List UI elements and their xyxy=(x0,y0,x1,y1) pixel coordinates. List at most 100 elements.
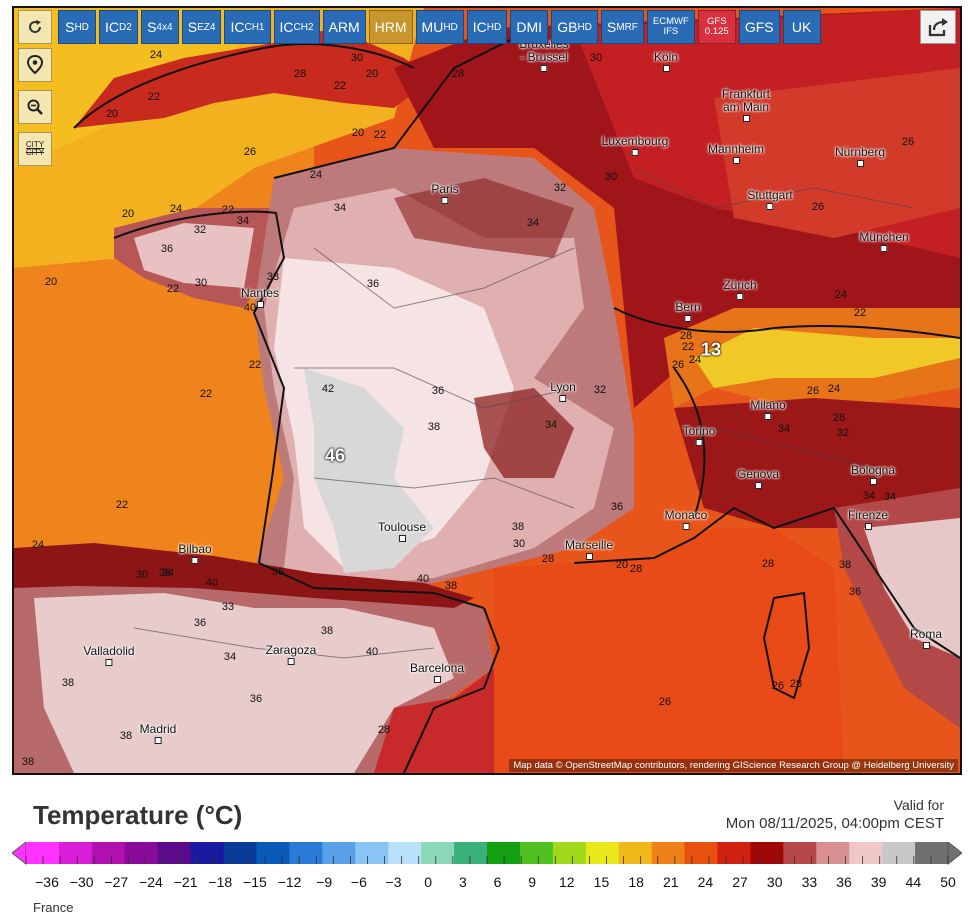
model-button-dmi[interactable]: DMI xyxy=(510,10,549,44)
city-label: Marseille xyxy=(565,539,613,560)
isoline-value: 24 xyxy=(827,383,841,395)
city-label: Toulouse xyxy=(378,521,426,542)
model-button-arm[interactable]: ARM xyxy=(322,10,366,44)
isoline-value: 36 xyxy=(160,243,174,255)
model-button-hrm[interactable]: HRM xyxy=(368,10,413,44)
scale-tick-label: 27 xyxy=(732,874,748,890)
city-marker xyxy=(880,245,888,252)
isoline-value: 38 xyxy=(320,625,334,637)
scale-tick-label: −36 xyxy=(35,874,59,890)
isoline-value: 36 xyxy=(431,385,445,397)
isoline-value: 22 xyxy=(681,341,695,353)
isoline-value: 36 xyxy=(271,566,285,578)
model-button-label: GB xyxy=(557,19,578,35)
map-attribution[interactable]: Map data © OpenStreetMap contributors, r… xyxy=(509,759,958,772)
refresh-button[interactable] xyxy=(18,10,52,44)
locate-button[interactable] xyxy=(18,48,52,82)
isoline-value: 36 xyxy=(249,693,263,705)
model-button-smrf[interactable]: S MRF xyxy=(600,10,644,44)
isoline-value: 32 xyxy=(193,224,207,236)
model-button-gbhd[interactable]: GB HD xyxy=(551,10,598,44)
share-icon xyxy=(928,18,948,37)
model-button-ecmwf-ifs[interactable]: ECMWF IFS xyxy=(646,10,695,44)
scale-tick-label: −24 xyxy=(139,874,163,890)
city-name: Bern xyxy=(675,300,701,314)
isoline-value: 38 xyxy=(61,677,75,689)
city-name: Monaco xyxy=(664,508,708,522)
model-button-icch2[interactable]: IC CH2 xyxy=(273,10,320,44)
isoline-value: 20 xyxy=(121,208,135,220)
isoline-value: 24 xyxy=(169,203,183,215)
city-marker xyxy=(869,478,877,485)
isoline-value: 34 xyxy=(161,567,175,579)
city-marker xyxy=(682,523,690,530)
model-button-label: S xyxy=(187,19,198,35)
scale-swatch xyxy=(783,842,817,864)
model-button-subscript: MRF xyxy=(616,21,638,33)
scale-swatch xyxy=(882,842,916,864)
scale-tick-label: 36 xyxy=(836,874,852,890)
isoline-value: 38 xyxy=(427,421,441,433)
model-button-s4x4[interactable]: S 4x4 xyxy=(140,10,179,44)
zoom-out-button[interactable] xyxy=(18,90,52,124)
isoline-value: 34 xyxy=(526,217,540,229)
weather-map[interactable]: Bruxelles - Brussel Köln Frankfurt am Main… xyxy=(12,6,962,775)
isoline-value: 28 xyxy=(832,412,846,424)
zoom-out-icon xyxy=(27,99,43,115)
scale-swatch xyxy=(388,842,422,864)
scale-tick-label: −3 xyxy=(385,874,402,890)
model-button-subscript: D2 xyxy=(119,21,132,33)
scale-swatch xyxy=(421,842,455,864)
scale-tick-label: 33 xyxy=(801,874,818,890)
isoline-value: 30 xyxy=(350,52,364,64)
model-button-gfs-0-125[interactable]: GFS 0.125 xyxy=(697,10,736,44)
isoline-value: 24 xyxy=(309,169,323,181)
isoline-value: 22 xyxy=(115,499,129,511)
isoline-value: 34 xyxy=(236,215,250,227)
scale-swatch xyxy=(157,842,192,864)
city-label: Monaco xyxy=(664,508,708,530)
model-button-uk[interactable]: UK xyxy=(782,10,821,44)
model-button-muhd[interactable]: MU HD xyxy=(415,10,464,44)
isoline-value: 32 xyxy=(836,427,850,439)
city-toggle-strike: CITY xyxy=(25,148,45,157)
model-button-icch1[interactable]: IC CH1 xyxy=(224,10,271,44)
model-button-label: MU xyxy=(421,19,444,35)
city-name: Bilbao xyxy=(178,542,212,556)
isoline-value: 28 xyxy=(761,558,775,570)
scale-tick-label: 12 xyxy=(559,874,575,890)
model-button-label: HRM xyxy=(374,19,407,35)
city-name: Marseille xyxy=(564,538,614,552)
isoline-value: 22 xyxy=(248,359,262,371)
city-marker xyxy=(191,557,199,564)
isoline-value: 22 xyxy=(221,204,235,216)
model-button-label: IC xyxy=(279,19,294,35)
city-marker xyxy=(585,553,593,560)
isoline-value: 32 xyxy=(553,182,567,194)
model-button-shd[interactable]: S HD xyxy=(58,10,96,44)
isoline-value: 28 xyxy=(293,68,307,80)
isoline-value: 22 xyxy=(373,129,387,141)
share-button[interactable] xyxy=(920,10,956,44)
scale-tick-label: 0 xyxy=(424,874,433,890)
isoline-value: 40 xyxy=(365,646,379,658)
city-label: Luxembourg xyxy=(602,135,668,156)
city-name: Lyon xyxy=(550,380,576,394)
city-label: Stuttgart xyxy=(747,188,793,210)
model-button-ichd[interactable]: IC HD xyxy=(466,10,508,44)
model-button-icd2[interactable]: IC D2 xyxy=(99,10,138,44)
city-marker xyxy=(105,659,113,666)
isoline-value: 38 xyxy=(511,521,525,533)
scale-swatch xyxy=(651,842,686,864)
model-button-sez4[interactable]: S EZ4 xyxy=(181,10,222,44)
city-name: Köln xyxy=(653,50,679,64)
valid-label: Valid for xyxy=(893,797,944,813)
isoline-value: 34 xyxy=(862,490,876,502)
isoline-value: 28 xyxy=(679,330,693,342)
city-name: Stuttgart xyxy=(747,188,793,202)
city-toggle-button[interactable]: CITY CITY xyxy=(18,132,52,166)
isoline-value: 26 xyxy=(671,359,685,371)
model-button-subscript: 4x4 xyxy=(156,21,173,33)
scale-swatch xyxy=(91,842,126,864)
model-button-gfs[interactable]: GFS xyxy=(738,10,780,44)
